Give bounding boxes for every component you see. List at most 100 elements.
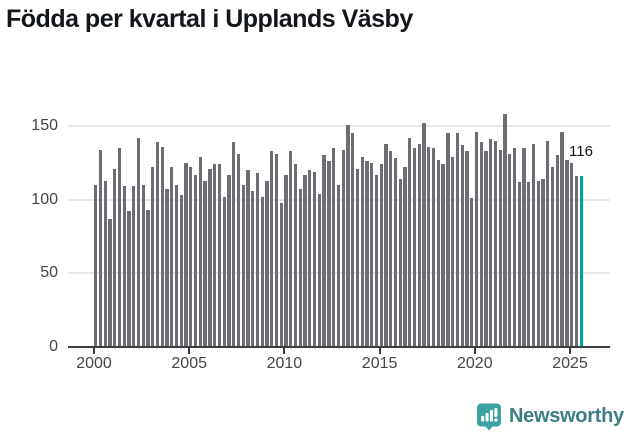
x-axis-tick (473, 348, 476, 354)
y-axis-tick-label: 150 (31, 117, 58, 134)
bar (265, 180, 269, 347)
bar (251, 190, 255, 347)
bar (308, 170, 312, 347)
bar (208, 168, 212, 347)
bar (332, 148, 336, 347)
bar (155, 142, 160, 347)
x-axis-tick (283, 348, 286, 354)
bar (108, 218, 112, 347)
bar (165, 189, 169, 347)
chart-title: Födda per kvartal i Upplands Väsby (6, 5, 413, 33)
bar (260, 196, 264, 347)
y-axis-tick-label: 0 (49, 338, 58, 355)
bar (379, 164, 383, 347)
bar (98, 149, 103, 347)
bar (103, 180, 107, 347)
bar (351, 133, 355, 347)
bar (412, 148, 417, 347)
bar (517, 181, 521, 347)
newsworthy-logo[interactable]: Newsworthy (476, 402, 624, 431)
bar (536, 180, 540, 347)
bar (179, 195, 183, 347)
bar (170, 167, 174, 347)
bar (322, 155, 326, 347)
bar (489, 139, 493, 347)
bar (503, 114, 507, 347)
bar (355, 168, 360, 347)
bar (555, 155, 560, 347)
bar (127, 211, 131, 347)
bar (236, 153, 241, 347)
x-axis-tick-label: 2005 (171, 355, 207, 372)
y-gridline (68, 125, 610, 127)
bar (193, 174, 198, 347)
bar (117, 148, 122, 347)
bar (493, 140, 498, 347)
bar (374, 174, 379, 347)
bar (546, 140, 550, 347)
bar (460, 145, 464, 347)
x-axis-tick-label: 2015 (361, 355, 398, 372)
bar (398, 179, 402, 347)
bar (298, 189, 302, 347)
bar (274, 153, 279, 347)
bar (146, 209, 150, 347)
bar (570, 162, 574, 347)
bar (336, 184, 341, 347)
bar (360, 156, 364, 347)
bar (189, 167, 193, 347)
x-axis-tick-label: 2000 (76, 355, 112, 372)
bar (289, 151, 293, 347)
x-axis-tick (569, 348, 571, 354)
bar (213, 164, 217, 347)
bar (217, 164, 222, 347)
x-axis-tick (378, 348, 381, 354)
bar (303, 174, 307, 347)
x-axis-tick (188, 348, 191, 354)
bar (136, 137, 141, 347)
bar (422, 123, 426, 347)
bar (270, 151, 274, 347)
bar (550, 167, 555, 347)
bar (541, 179, 545, 347)
bar (132, 186, 136, 347)
bar (227, 174, 231, 347)
bar (312, 171, 317, 347)
bar (560, 131, 564, 347)
newsworthy-logo-text: Newsworthy (509, 405, 624, 427)
bar (293, 164, 298, 347)
bar (174, 184, 179, 347)
bar (470, 198, 474, 347)
bar (370, 162, 374, 347)
bar (527, 181, 531, 347)
bar (255, 173, 260, 347)
x-axis-tick-label: 2025 (552, 355, 588, 372)
bar (574, 176, 579, 347)
bar (279, 202, 283, 347)
bar (451, 156, 455, 347)
bar (94, 184, 98, 347)
bar (113, 168, 117, 347)
bar (284, 174, 288, 347)
bar (393, 158, 398, 347)
bar (474, 131, 479, 347)
bar (427, 146, 431, 347)
bar (417, 143, 421, 347)
bar (465, 151, 469, 347)
bar (512, 148, 517, 347)
bar (327, 161, 331, 347)
bar (198, 156, 203, 347)
bar (341, 149, 345, 347)
bar (317, 193, 322, 347)
bar (403, 167, 407, 347)
bar (365, 161, 369, 347)
bar (141, 184, 145, 347)
bar (446, 133, 450, 347)
y-axis-tick-label: 50 (40, 264, 58, 282)
bar (222, 196, 226, 347)
x-axis-tick-label: 2010 (266, 355, 303, 372)
bar (431, 148, 436, 347)
bar (160, 146, 164, 347)
bar (246, 170, 250, 347)
bar (522, 148, 526, 347)
